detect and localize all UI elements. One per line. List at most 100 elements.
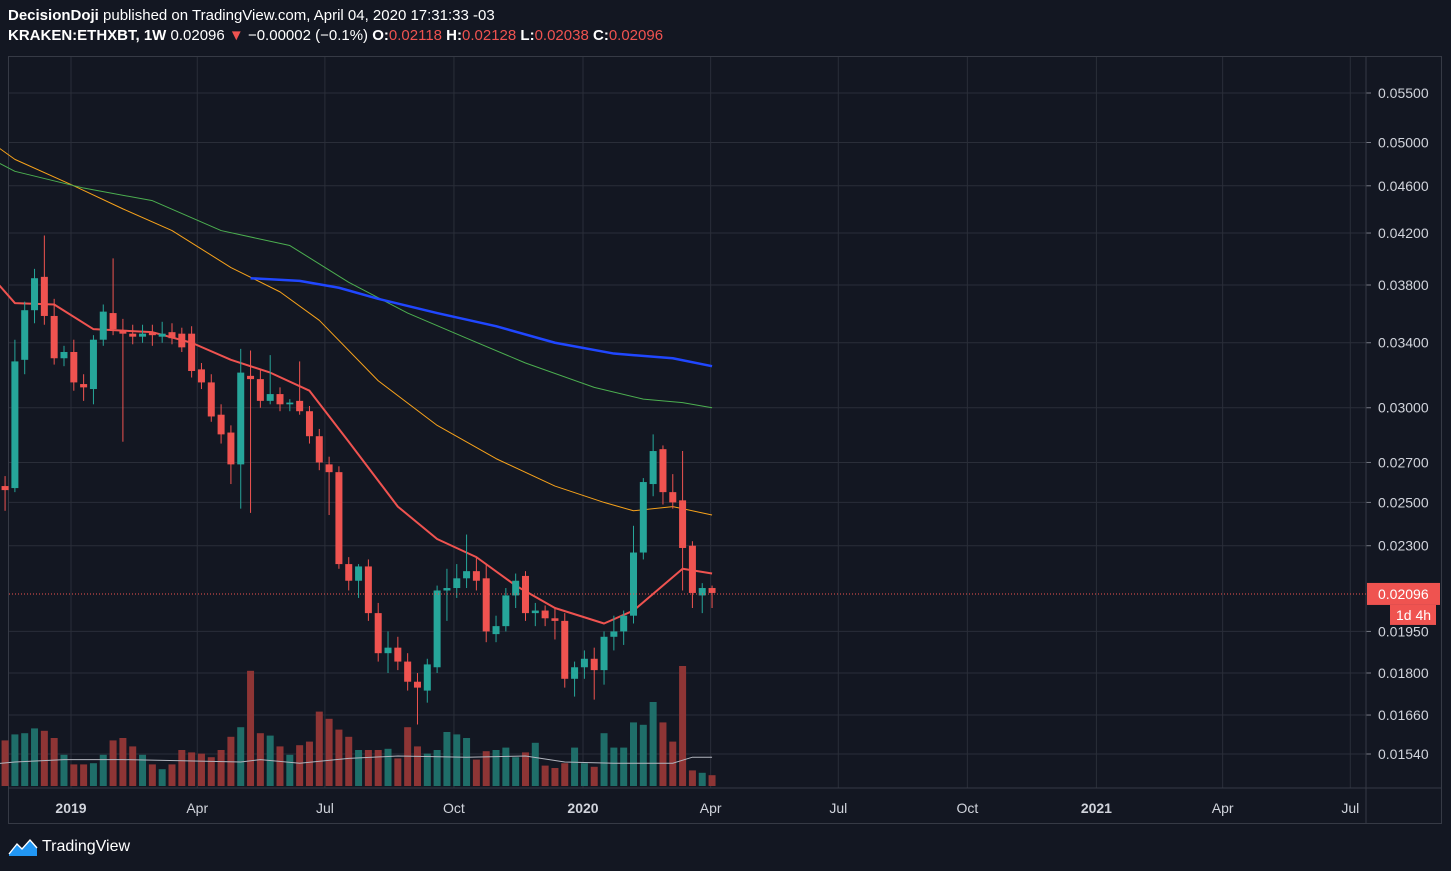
candle — [561, 613, 569, 688]
candle — [688, 541, 696, 609]
candle — [433, 585, 441, 673]
volume-bar — [178, 750, 186, 786]
volume-ma-line — [0, 755, 713, 764]
y-tick-label: 0.04200 — [1378, 225, 1429, 241]
volume-bar — [364, 750, 372, 786]
candle-body — [561, 620, 569, 679]
candle-body — [649, 451, 657, 485]
candle — [679, 451, 687, 591]
footer: TradingView — [8, 836, 130, 858]
candle-body — [512, 580, 520, 596]
candle-body — [482, 578, 490, 632]
candle — [502, 588, 510, 632]
last-price: 0.02096 — [170, 27, 225, 44]
high-label: H: — [446, 27, 462, 44]
candle — [590, 647, 598, 700]
candle — [472, 557, 480, 591]
candle-body — [276, 394, 284, 405]
volume-bar — [217, 750, 225, 786]
volume-bar — [31, 728, 39, 786]
candle — [708, 585, 716, 609]
candle — [237, 348, 245, 509]
candle-body — [286, 402, 294, 405]
candle-body — [109, 313, 117, 330]
candle — [1, 476, 9, 511]
tradingview-logo-icon[interactable] — [8, 836, 38, 858]
x-tick-label: 2020 — [567, 800, 598, 816]
candle — [217, 404, 225, 444]
candle-body — [99, 311, 107, 340]
volume-bar — [649, 702, 657, 786]
volume-bar — [423, 753, 431, 786]
y-tick-label: 0.02500 — [1378, 494, 1429, 510]
footer-brand[interactable]: TradingView — [42, 838, 131, 855]
candle-body — [521, 575, 529, 614]
candle-body — [688, 545, 696, 593]
x-tick-label: Apr — [700, 800, 722, 816]
countdown-label: 1d 4h — [1396, 607, 1431, 623]
candle-body — [21, 310, 29, 360]
candle-body — [698, 588, 706, 596]
volume-bar — [482, 751, 490, 786]
candle — [659, 445, 667, 505]
volume-bar — [355, 750, 363, 786]
candle — [649, 434, 657, 497]
ma-line-red — [0, 284, 713, 625]
volume-bar — [80, 764, 88, 786]
publisher-name[interactable]: DecisionDoji — [8, 7, 99, 24]
volume-bar — [639, 724, 647, 786]
candle — [227, 425, 235, 485]
candle-body — [551, 618, 559, 621]
candle-body — [590, 658, 598, 671]
candle-body — [502, 595, 510, 627]
close-label: C: — [592, 27, 609, 44]
candle — [89, 335, 97, 405]
volume-bars — [1, 666, 716, 786]
candle — [541, 605, 549, 627]
volume-bar — [158, 769, 166, 786]
y-tick-label: 0.01950 — [1378, 623, 1429, 639]
candle-body — [541, 610, 549, 619]
y-tick-label: 0.04600 — [1378, 178, 1429, 194]
candle-body — [463, 571, 471, 579]
candle — [197, 362, 205, 390]
volume-bar — [512, 757, 520, 786]
chart-header: DecisionDoji published on TradingView.co… — [8, 6, 663, 46]
volume-bar — [315, 711, 323, 786]
candle — [99, 304, 107, 346]
candle-body — [708, 588, 716, 593]
volume-bar — [561, 763, 569, 786]
volume-bar — [129, 746, 137, 786]
candle-body — [374, 613, 382, 654]
countdown-badge — [1390, 604, 1436, 625]
volume-bar — [247, 670, 255, 786]
candle — [629, 525, 637, 624]
candle-body — [197, 369, 205, 383]
symbol-name[interactable]: KRAKEN:ETHXBT, 1W — [8, 27, 167, 44]
change-down-icon: ▼ — [228, 27, 244, 44]
candle-body — [571, 667, 579, 679]
volume-bar — [109, 740, 117, 786]
candle-body — [50, 315, 58, 359]
volume-bar — [394, 758, 402, 786]
candle — [168, 323, 176, 345]
open-label: O: — [372, 27, 389, 44]
volume-bar — [237, 727, 245, 786]
candle-body — [11, 361, 19, 489]
volume-bar — [325, 718, 333, 786]
candle-body — [168, 332, 176, 339]
candle — [325, 456, 333, 516]
low-label: L: — [520, 27, 535, 44]
volume-bar — [600, 733, 608, 786]
candle — [639, 478, 647, 560]
candle — [531, 602, 539, 627]
candle-body — [70, 351, 78, 383]
candle-body — [335, 472, 343, 565]
candle — [571, 661, 579, 697]
candle — [31, 268, 39, 324]
candle-body — [119, 330, 127, 334]
grid — [9, 57, 1366, 788]
volume-bar — [571, 747, 579, 786]
candle — [620, 610, 628, 645]
